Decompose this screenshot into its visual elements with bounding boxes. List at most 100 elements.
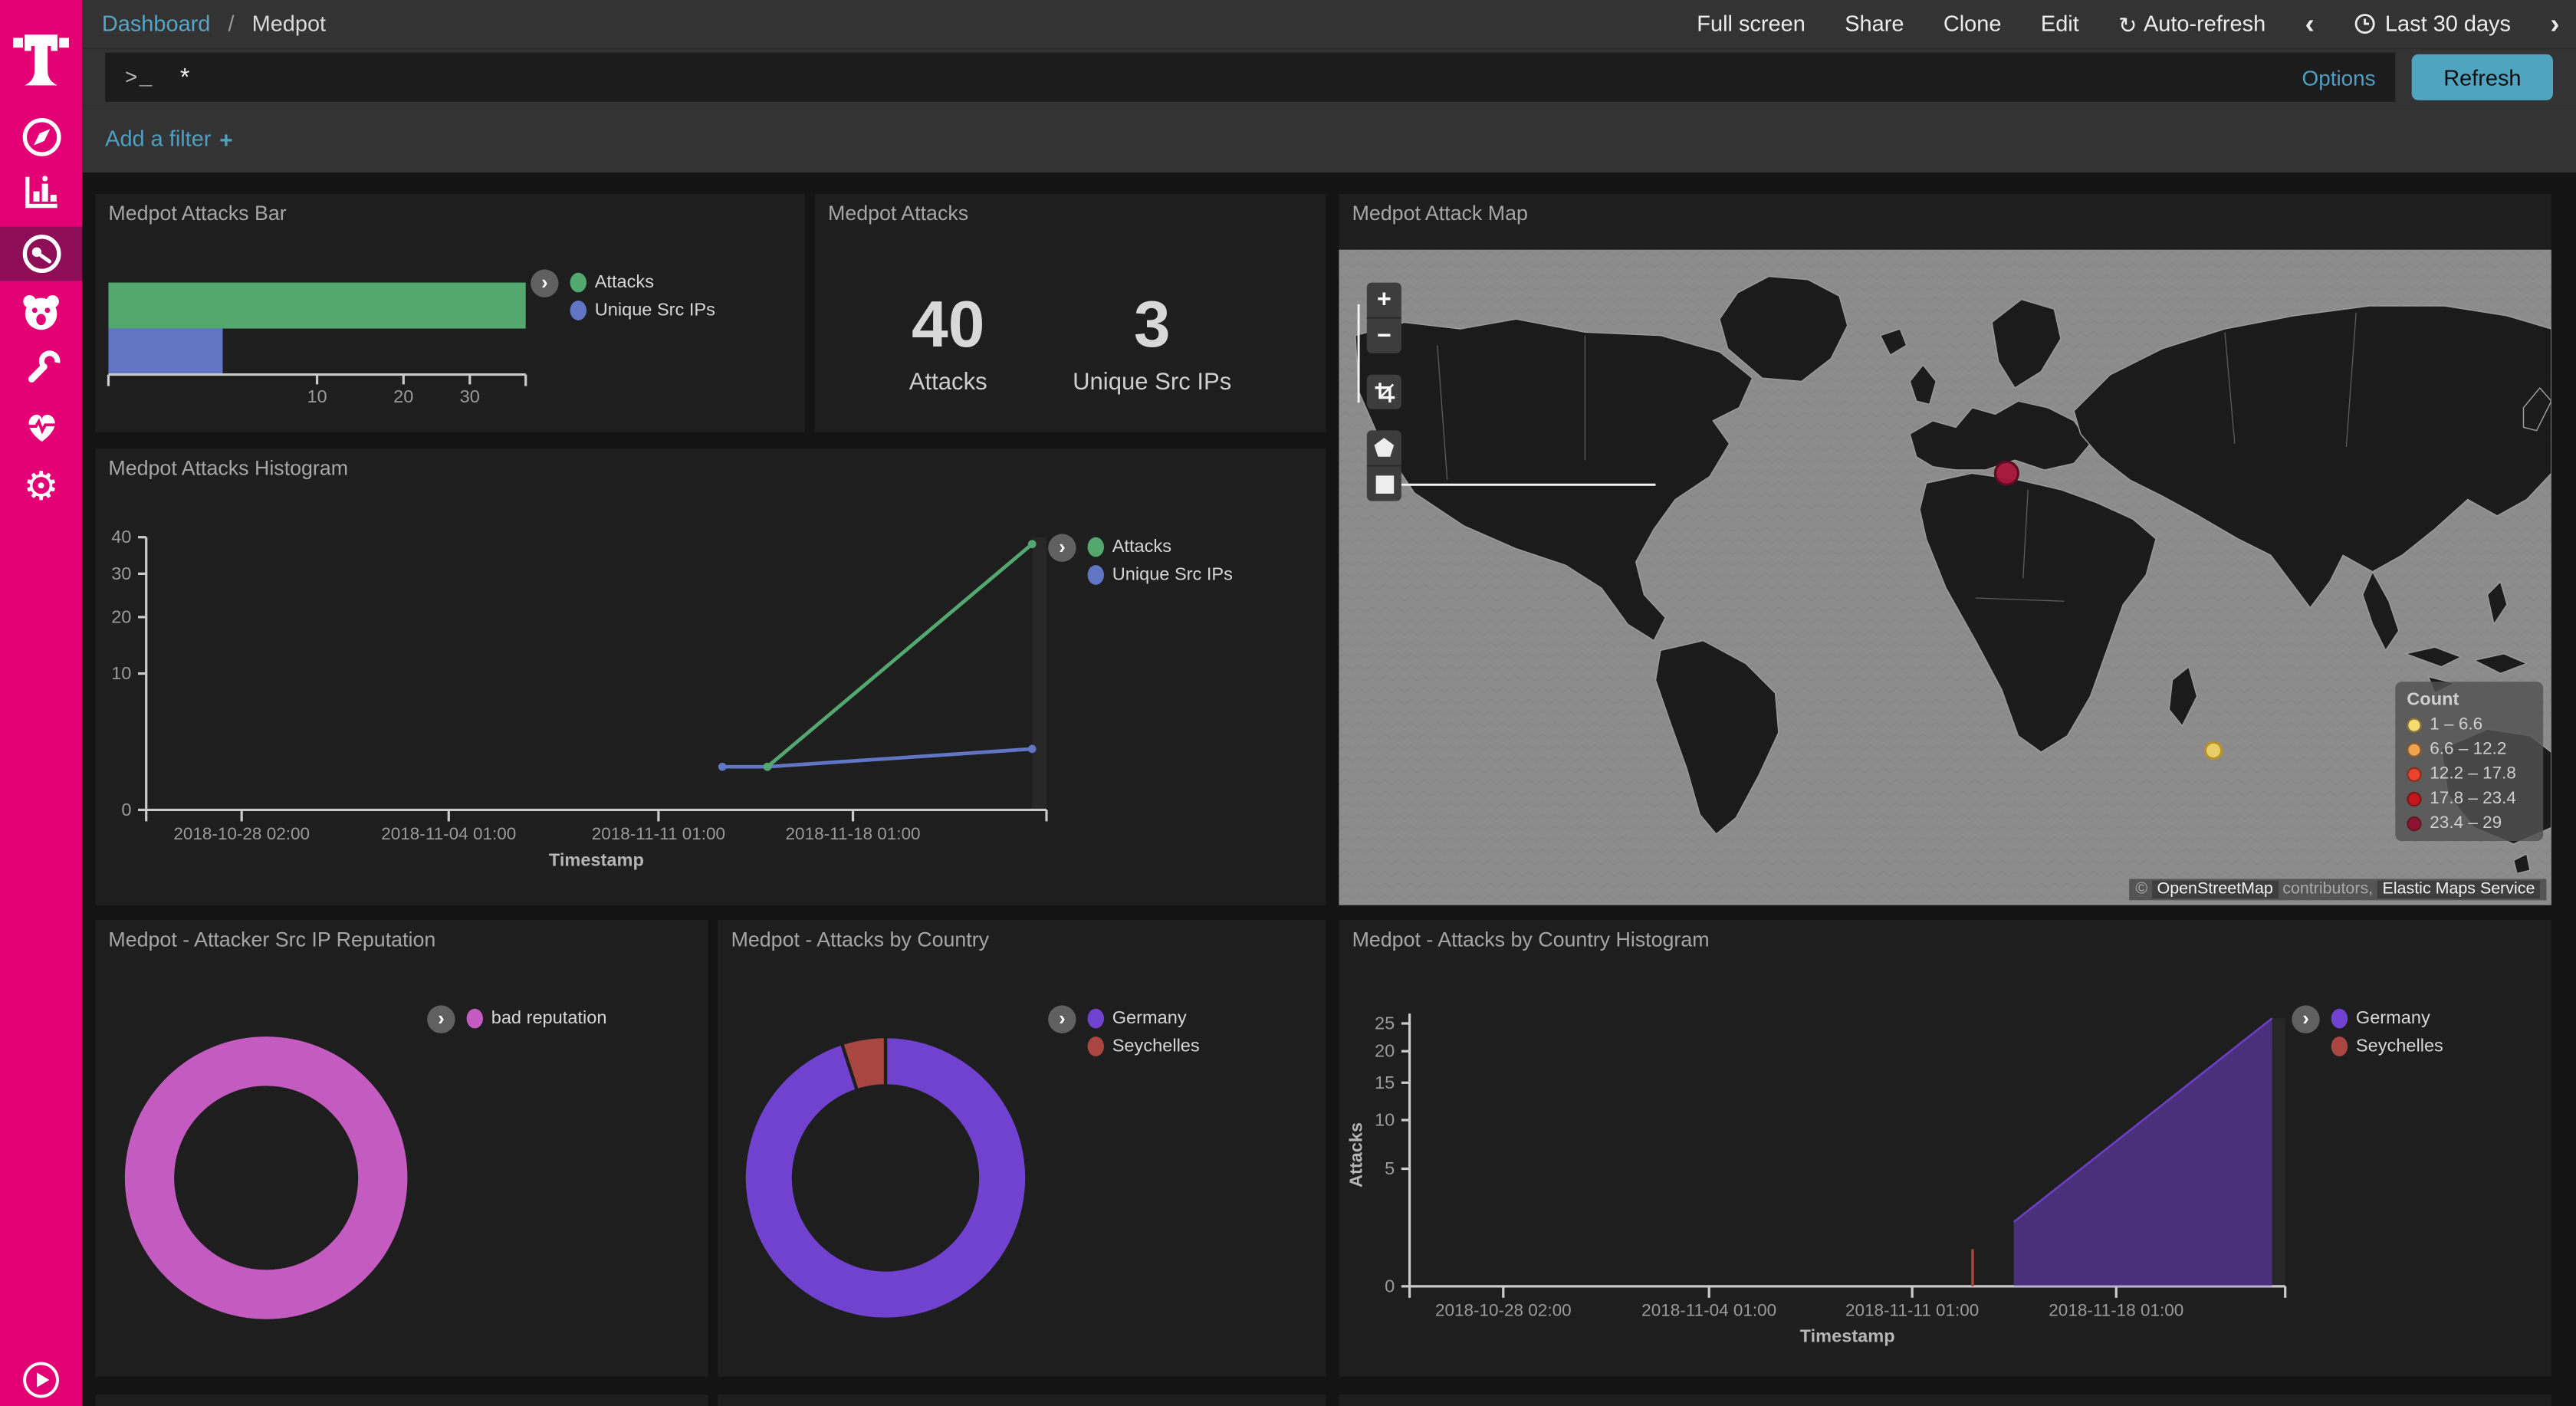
panel-title: Medpot - Attacks by Country Histogram <box>1352 928 1710 951</box>
time-range-picker[interactable]: Last 30 days <box>2354 11 2511 36</box>
sidebar-item-discover[interactable] <box>0 115 82 159</box>
attacks-line-chart[interactable]: 0 10 20 30 40 2018-10-28 02:00 2018-11-04 01:0… <box>95 448 1326 905</box>
legend-item[interactable]: Attacks <box>1087 537 1233 557</box>
panel-partial-2 <box>718 1395 1326 1406</box>
svg-text:2018-11-11 01:00: 2018-11-11 01:00 <box>1845 1300 1979 1319</box>
metric-label: Attacks <box>909 370 987 396</box>
elastic-maps-service-link[interactable]: Elastic Maps Service <box>2377 880 2540 899</box>
panel-partial-1 <box>95 1395 708 1406</box>
bucket-range: 6.6 – 12.2 <box>2430 739 2507 759</box>
zoom-out-button[interactable]: − <box>1376 322 1392 350</box>
time-back-button[interactable]: ‹ <box>2305 8 2315 40</box>
clone-button[interactable]: Clone <box>1943 11 2002 37</box>
edit-button[interactable]: Edit <box>2040 11 2079 37</box>
query-value[interactable]: * <box>179 63 190 91</box>
rectangle-tool-button[interactable] <box>1367 467 1401 501</box>
legend-label[interactable]: Unique Src IPs <box>594 301 715 320</box>
legend-label[interactable]: bad reputation <box>491 1008 607 1029</box>
map-legend-row: 6.6 – 12.2 <box>2407 739 2532 759</box>
attack-point-indian-ocean-cluster[interactable] <box>2203 741 2223 760</box>
legend-item[interactable]: bad reputation <box>466 1008 607 1029</box>
map-legend-row: 17.8 – 23.4 <box>2407 789 2532 808</box>
svg-text:2018-11-11 01:00: 2018-11-11 01:00 <box>592 824 725 843</box>
polygon-tool-button[interactable] <box>1367 430 1401 465</box>
panel-title: Medpot Attacks Bar <box>108 202 287 225</box>
sidebar-item-management[interactable]: ⚙ <box>0 465 82 509</box>
legend-expand-icon[interactable]: › <box>427 1005 455 1033</box>
sidebar-item-monitoring[interactable] <box>0 404 82 448</box>
legend-item[interactable]: Germany <box>1087 1008 1200 1029</box>
dashboard-menu: Full screen Share Clone Edit ↻ Auto-refre… <box>1697 10 2559 38</box>
legend-expand-icon[interactable]: › <box>2292 1005 2320 1033</box>
crop-tool-button[interactable] <box>1367 375 1401 409</box>
svg-text:2018-11-04 01:00: 2018-11-04 01:00 <box>1641 1300 1776 1319</box>
legend-color-dot <box>1087 1036 1104 1056</box>
svg-text:40: 40 <box>111 527 131 547</box>
country-donut-chart[interactable] <box>718 920 1326 1377</box>
bucket-color-dot <box>2407 717 2422 732</box>
add-filter-link[interactable]: Add a filter <box>105 126 212 152</box>
world-map-canvas[interactable]: + − <box>1339 249 2551 905</box>
legend-label[interactable]: Seychelles <box>2355 1036 2443 1056</box>
reputation-donut-chart[interactable] <box>95 920 708 1377</box>
metric-value: 40 <box>912 289 985 362</box>
bucket-range: 12.2 – 17.8 <box>2430 764 2516 784</box>
attack-point-europe-cluster[interactable] <box>1993 460 2019 486</box>
panel-medpot-attack-map: Medpot Attack Map <box>1339 193 2551 905</box>
share-button[interactable]: Share <box>1845 11 1904 37</box>
map-count-legend: Count 1 – 6.6 6.6 – 12.2 12.2 – 17.8 17.8 –… <box>2395 682 2544 842</box>
sidebar-collapse-button[interactable] <box>0 1358 82 1400</box>
breadcrumb-dashboard-link[interactable]: Dashboard <box>101 11 211 37</box>
sidebar-item-dashboard-active[interactable] <box>0 226 83 281</box>
svg-text:2018-11-18 01:00: 2018-11-18 01:00 <box>786 824 921 843</box>
sidebar-item-devtools[interactable] <box>0 347 82 391</box>
polygon-icon <box>1374 438 1395 457</box>
legend-label[interactable]: Attacks <box>594 272 655 293</box>
legend-item[interactable]: Unique Src IPs <box>1087 565 1233 585</box>
search-query-input[interactable]: >_ * Options <box>105 52 2396 102</box>
legend-label[interactable]: Attacks <box>1112 537 1172 557</box>
svg-text:0: 0 <box>1385 1276 1395 1296</box>
bar-chart-icon <box>24 176 57 209</box>
legend-label[interactable]: Germany <box>1112 1008 1187 1029</box>
svg-text:0: 0 <box>121 800 131 820</box>
legend-item[interactable]: Seychelles <box>1087 1036 1200 1056</box>
breadcrumb-current-page: Medpot <box>251 11 327 37</box>
zoom-in-button[interactable]: + <box>1376 285 1392 314</box>
auto-refresh-button[interactable]: ↻ Auto-refresh <box>2118 11 2266 37</box>
full-screen-button[interactable]: Full screen <box>1697 11 1806 37</box>
bucket-color-dot <box>2407 790 2422 806</box>
query-options-link[interactable]: Options <box>2302 64 2376 90</box>
legend-expand-icon[interactable]: › <box>1048 534 1076 562</box>
wrench-icon <box>27 350 60 383</box>
map-zoom-controls: + − <box>1366 282 1401 353</box>
sidebar-item-tpot[interactable] <box>0 289 82 335</box>
legend-label[interactable]: Seychelles <box>1112 1036 1200 1056</box>
sidebar-item-visualize[interactable] <box>0 169 82 214</box>
time-forward-button[interactable]: › <box>2550 8 2560 40</box>
heartbeat-icon <box>27 414 55 442</box>
legend-expand-icon[interactable]: › <box>531 269 559 297</box>
svg-text:10: 10 <box>111 663 131 683</box>
legend-expand-icon[interactable]: › <box>1048 1005 1076 1033</box>
openstreetmap-link[interactable]: OpenStreetMap <box>2152 880 2279 899</box>
plus-icon[interactable]: + <box>219 125 233 153</box>
svg-text:30: 30 <box>460 386 480 406</box>
top-navbar: Dashboard / Medpot Full screen Share Clo… <box>82 0 2576 50</box>
legend-item[interactable]: Unique Src IPs <box>570 301 715 320</box>
gear-icon: ⚙ <box>23 464 59 509</box>
clock-icon <box>2354 14 2375 34</box>
refresh-button[interactable]: Refresh <box>2411 54 2553 100</box>
legend-item[interactable]: Germany <box>2331 1008 2443 1029</box>
attacks-bar-chart[interactable]: 10 20 30 <box>95 194 805 432</box>
legend-label[interactable]: Germany <box>2355 1008 2430 1029</box>
legend-label[interactable]: Unique Src IPs <box>1112 565 1233 585</box>
refresh-cycle-icon: ↻ <box>2118 12 2137 38</box>
map-legend-row: 1 – 6.6 <box>2407 714 2532 734</box>
legend-item[interactable]: Attacks <box>570 272 715 293</box>
legend-item[interactable]: Seychelles <box>2331 1036 2443 1056</box>
bucket-color-dot <box>2407 766 2422 781</box>
panel-medpot-src-ip-reputation: Medpot - Attacker Src IP Reputation › bad… <box>95 920 708 1377</box>
country-area-chart[interactable]: 0 5 10 15 20 25 2018-10-28 02:00 2018-11-04 01:… <box>1339 920 2551 1377</box>
svg-text:20: 20 <box>1375 1041 1395 1061</box>
